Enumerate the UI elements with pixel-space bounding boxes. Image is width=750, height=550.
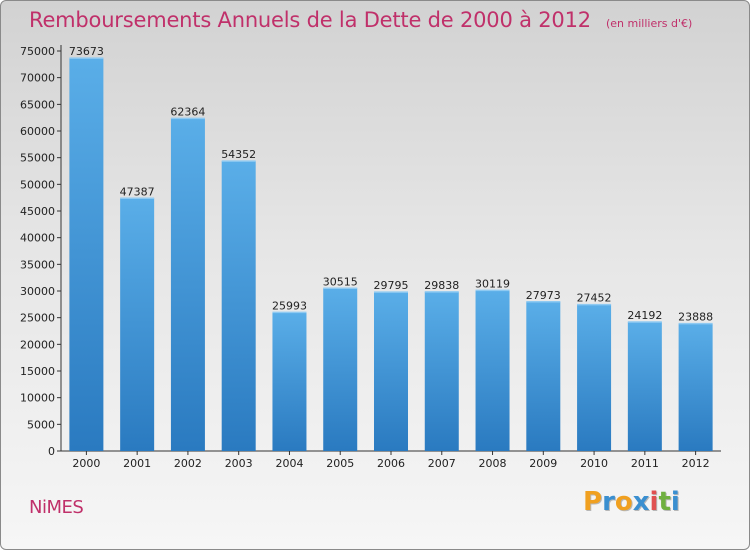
x-tick-label: 2009 xyxy=(529,457,557,470)
x-tick-label: 2004 xyxy=(275,457,303,470)
bar xyxy=(272,312,307,451)
brand-letter: t xyxy=(658,487,671,517)
bar-value-label: 30515 xyxy=(323,275,358,288)
y-tick-label: 30000 xyxy=(20,285,55,298)
x-tick-label: 2012 xyxy=(682,457,710,470)
y-tick-label: 55000 xyxy=(20,152,55,165)
y-tick-label: 5000 xyxy=(27,418,55,431)
x-tick-label: 2000 xyxy=(72,457,100,470)
bar xyxy=(221,161,256,451)
brand-letter: P xyxy=(583,487,603,517)
x-tick-label: 2011 xyxy=(631,457,659,470)
bar-value-label: 27973 xyxy=(526,289,561,302)
x-tick-label: 2010 xyxy=(580,457,608,470)
brand-letter: r xyxy=(602,487,615,517)
brand-logo: Proxiti xyxy=(583,487,680,517)
bar xyxy=(69,58,104,451)
bar xyxy=(170,118,205,451)
x-tick-label: 2008 xyxy=(479,457,507,470)
bar-value-label: 47387 xyxy=(120,185,155,198)
brand-letter: o xyxy=(614,487,633,517)
y-tick-label: 75000 xyxy=(20,45,55,58)
bar xyxy=(120,198,155,451)
x-tick-label: 2003 xyxy=(225,457,253,470)
x-tick-label: 2007 xyxy=(428,457,456,470)
x-tick-label: 2006 xyxy=(377,457,405,470)
x-tick-label: 2001 xyxy=(123,457,151,470)
bar xyxy=(577,304,612,451)
y-tick-label: 35000 xyxy=(20,258,55,271)
chart-bars xyxy=(69,57,713,451)
bar-value-label: 54352 xyxy=(221,148,256,161)
bar xyxy=(526,301,561,451)
bar-value-label: 30119 xyxy=(475,277,510,290)
y-tick-label: 45000 xyxy=(20,205,55,218)
bar-value-label: 29838 xyxy=(424,279,459,292)
bar-value-label: 62364 xyxy=(170,105,205,118)
y-tick-label: 65000 xyxy=(20,98,55,111)
y-tick-label: 50000 xyxy=(20,178,55,191)
chart-axes: 0 5000 10000 15000 20000 25000 30000 35000 40000… xyxy=(20,45,721,470)
bar xyxy=(627,321,662,451)
y-tick-label: 15000 xyxy=(20,365,55,378)
bar-value-label: 25993 xyxy=(272,299,307,312)
bar-value-label: 73673 xyxy=(69,45,104,58)
y-tick-label: 40000 xyxy=(20,232,55,245)
bar-value-label: 24192 xyxy=(627,309,662,322)
y-tick-label: 70000 xyxy=(20,72,55,85)
chart-subtitle: (en milliers d'€) xyxy=(606,17,693,30)
brand-letter: i xyxy=(649,487,659,517)
bar-value-label: 27452 xyxy=(577,292,612,305)
y-tick-label: 10000 xyxy=(20,392,55,405)
bar xyxy=(424,291,459,451)
x-tick-label: 2005 xyxy=(326,457,354,470)
chart-title-row: Remboursements Annuels de la Dette de 20… xyxy=(29,8,692,32)
bar xyxy=(678,323,713,451)
bar-value-label: 29795 xyxy=(374,279,409,292)
brand-letter: i xyxy=(670,487,680,517)
y-tick-label: 60000 xyxy=(20,125,55,138)
chart-labels: 73673 47387 62364 54352 25993 30515 29795 29838… xyxy=(69,45,713,324)
bar xyxy=(475,290,510,451)
y-tick-label: 0 xyxy=(48,445,55,458)
bar xyxy=(374,292,408,451)
y-tick-label: 25000 xyxy=(20,312,55,325)
city-name: NiMES xyxy=(29,497,84,518)
bar xyxy=(323,288,358,451)
chart-title: Remboursements Annuels de la Dette de 20… xyxy=(29,8,591,32)
brand-letter: x xyxy=(632,487,650,517)
y-tick-label: 20000 xyxy=(20,338,55,351)
x-tick-label: 2002 xyxy=(174,457,202,470)
bar-value-label: 23888 xyxy=(678,311,713,324)
